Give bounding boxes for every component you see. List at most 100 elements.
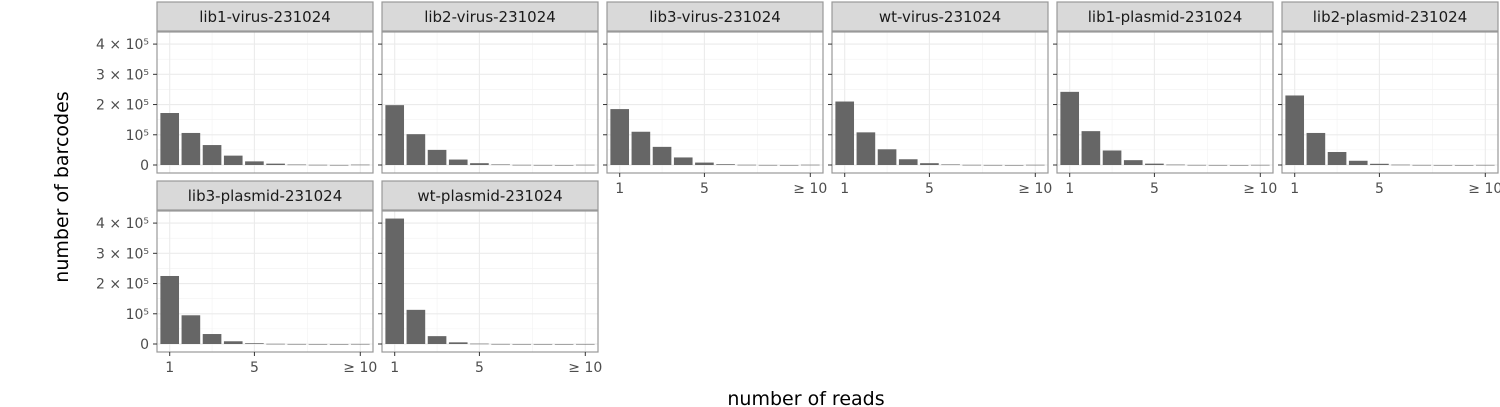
histogram-bar [779, 164, 799, 166]
histogram-bar [1102, 150, 1122, 165]
x-tick-label: 5 [1375, 181, 1384, 197]
histogram-bar [1475, 164, 1495, 166]
facet-strip [381, 1, 599, 32]
histogram-bar [1348, 160, 1368, 165]
histogram-bar [266, 163, 285, 165]
histogram-bar [1327, 152, 1347, 165]
y-axis-title: number of barcodes [51, 91, 73, 282]
x-tick-label: 5 [250, 360, 259, 376]
histogram-bar [350, 343, 370, 345]
histogram-bar [329, 343, 349, 345]
histogram-bar [512, 343, 532, 345]
facet-strip-label: lib3-virus-231024 [649, 8, 781, 26]
histogram-bar [308, 164, 328, 166]
facet-strip-label: lib1-virus-231024 [199, 8, 331, 26]
histogram-bar [1145, 163, 1164, 165]
facet-panel: lib3-plasmid-231024 0 10⁵ 2 × 10⁵ 3 × 10⁵ 4 ×… [96, 180, 377, 376]
histogram-bar [758, 164, 778, 166]
histogram-bar [1285, 95, 1305, 165]
histogram-bar [160, 113, 180, 165]
histogram-bar [1081, 131, 1101, 165]
histogram-bar [287, 164, 307, 166]
y-tick-label: 3 × 10⁵ [96, 246, 149, 262]
histogram-bar [448, 342, 468, 344]
y-tick-label: 10⁵ [126, 128, 149, 144]
y-tick-label: 4 × 10⁵ [96, 216, 149, 232]
y-tick-label: 0 [140, 337, 149, 353]
facet-strip [831, 1, 1049, 32]
x-tick-label: 1 [1065, 181, 1074, 197]
y-tick-label: 3 × 10⁵ [96, 67, 149, 83]
histogram-bar [245, 343, 264, 344]
x-tick-label: 1 [840, 181, 849, 197]
histogram-bar [962, 164, 982, 166]
panel-border [606, 31, 824, 174]
facet-strip-label: lib1-plasmid-231024 [1088, 8, 1242, 26]
histogram-bar [554, 343, 574, 345]
x-tick-label: 1 [615, 181, 624, 197]
histogram-bar [512, 164, 532, 166]
histogram-bar [941, 164, 960, 166]
x-tick-label: ≥ 10 [1468, 181, 1500, 197]
y-tick-label: 4 × 10⁵ [96, 37, 149, 53]
histogram-bar [448, 159, 468, 165]
histogram-bar [329, 164, 349, 166]
histogram-bar [1306, 132, 1326, 165]
histogram-bar [533, 164, 553, 166]
facet-panel: lib3-virus-231024 1 5 ≥ 10 [603, 1, 827, 197]
histogram-bar [856, 132, 876, 165]
histogram-bar [308, 343, 328, 345]
histogram-bar [202, 145, 222, 165]
histogram-bar [575, 164, 595, 166]
histogram-bar [491, 164, 510, 166]
histogram-bar [1391, 164, 1410, 166]
histogram-bar [1370, 163, 1389, 165]
histogram-bar [427, 336, 447, 344]
histogram-bar [1166, 164, 1185, 166]
histogram-bar [491, 343, 510, 345]
histogram-bar [223, 341, 243, 344]
histogram-bar [737, 164, 757, 166]
x-tick-label: ≥ 10 [1018, 181, 1052, 197]
histogram-bar [1229, 164, 1249, 166]
facet-panel: lib1-virus-231024 0 10⁵ 2 × 10⁵ 3 × 10⁵ 4 × 1… [96, 1, 374, 174]
histogram-bar [652, 146, 672, 165]
histogram-bar [160, 275, 180, 344]
facet-strip-label: wt-virus-231024 [879, 8, 1001, 26]
histogram-bar [385, 218, 405, 344]
facet-strip-label: lib2-plasmid-231024 [1313, 8, 1467, 26]
y-tick-label: 2 × 10⁵ [96, 98, 149, 114]
histogram-bar [800, 164, 820, 166]
facet-panel: lib2-virus-231024 [378, 1, 599, 174]
histogram-bar [470, 163, 489, 165]
histogram-bar [673, 157, 693, 165]
y-tick-label: 2 × 10⁵ [96, 277, 149, 293]
x-tick-label: 1 [390, 360, 399, 376]
histogram-bar [266, 343, 285, 345]
histogram-bar [1454, 164, 1474, 166]
histogram-bar [716, 164, 735, 165]
histogram-bar [835, 101, 855, 165]
histogram-bar [470, 343, 489, 345]
panel-border [156, 210, 374, 353]
panel-border [1281, 31, 1499, 174]
x-tick-label: 1 [1290, 181, 1299, 197]
panel-border [381, 210, 599, 353]
histogram-bar [1208, 164, 1228, 166]
facet-strip-label: lib2-virus-231024 [424, 8, 556, 26]
x-tick-label: ≥ 10 [568, 360, 602, 376]
histogram-bar [1123, 160, 1143, 165]
facet-strip [1056, 1, 1274, 32]
x-tick-label: 5 [925, 181, 934, 197]
facet-strip [156, 180, 374, 211]
panel-border [381, 31, 599, 174]
facet-strip-label: wt-plasmid-231024 [417, 187, 562, 205]
y-tick-label: 0 [140, 158, 149, 174]
facet-strip [1281, 1, 1499, 32]
histogram-bar [245, 161, 264, 165]
panel-border [156, 31, 374, 174]
histogram-bar [350, 164, 370, 166]
histogram-bar [223, 155, 243, 165]
x-tick-label: 5 [475, 360, 484, 376]
